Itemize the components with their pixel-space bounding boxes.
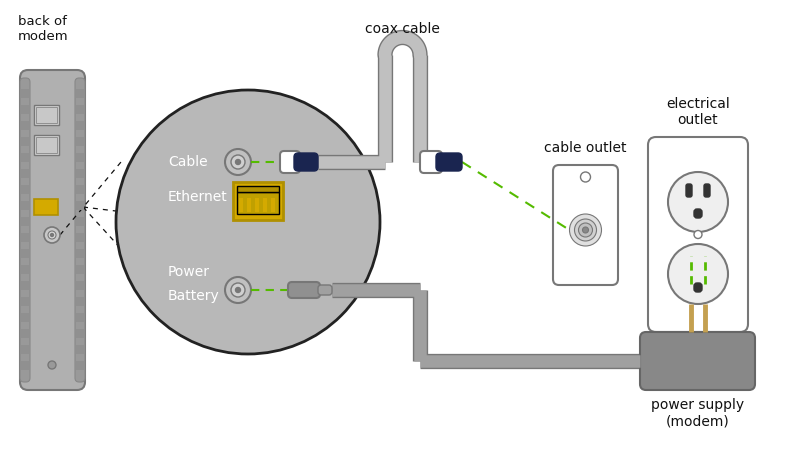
Text: power supply
(modem): power supply (modem) — [651, 398, 745, 428]
FancyBboxPatch shape — [20, 70, 85, 390]
Circle shape — [694, 230, 702, 238]
FancyBboxPatch shape — [237, 186, 279, 192]
Text: back of
modem: back of modem — [18, 15, 69, 43]
Bar — [76, 121, 84, 130]
Circle shape — [225, 149, 251, 175]
Bar — [21, 217, 29, 226]
FancyBboxPatch shape — [420, 151, 442, 173]
FancyBboxPatch shape — [288, 282, 320, 298]
Circle shape — [48, 361, 56, 369]
Circle shape — [50, 234, 54, 237]
Circle shape — [574, 219, 597, 241]
Text: Battery: Battery — [168, 289, 220, 303]
Circle shape — [235, 159, 241, 165]
Bar — [21, 361, 29, 370]
Text: electrical
outlet: electrical outlet — [666, 97, 730, 127]
Circle shape — [48, 231, 56, 239]
Bar — [255, 198, 259, 212]
FancyBboxPatch shape — [34, 199, 58, 215]
Bar — [76, 217, 84, 226]
Bar — [76, 201, 84, 210]
Bar — [21, 153, 29, 162]
Bar — [76, 233, 84, 242]
Text: cable outlet: cable outlet — [544, 141, 626, 155]
Bar — [76, 137, 84, 146]
FancyBboxPatch shape — [20, 78, 30, 382]
Bar — [247, 198, 251, 212]
Circle shape — [668, 244, 728, 304]
Bar — [21, 249, 29, 258]
Bar — [21, 297, 29, 306]
Bar — [21, 265, 29, 274]
Bar — [76, 89, 84, 98]
FancyBboxPatch shape — [233, 182, 283, 220]
Text: Power: Power — [168, 265, 210, 279]
Bar — [21, 345, 29, 354]
Circle shape — [44, 227, 60, 243]
Circle shape — [668, 172, 728, 232]
FancyBboxPatch shape — [686, 184, 692, 197]
FancyBboxPatch shape — [640, 332, 755, 390]
Circle shape — [116, 90, 380, 354]
Bar — [76, 313, 84, 322]
Bar — [76, 361, 84, 370]
FancyBboxPatch shape — [280, 151, 300, 173]
FancyBboxPatch shape — [237, 192, 279, 214]
Bar — [21, 313, 29, 322]
Circle shape — [231, 155, 245, 169]
Circle shape — [225, 277, 251, 303]
FancyBboxPatch shape — [36, 137, 57, 153]
FancyBboxPatch shape — [75, 78, 85, 382]
Bar — [76, 345, 84, 354]
Text: Cable: Cable — [168, 155, 208, 169]
Bar — [21, 169, 29, 178]
Text: Ethernet: Ethernet — [168, 190, 228, 204]
Bar — [271, 198, 275, 212]
Bar — [76, 329, 84, 338]
Circle shape — [235, 288, 241, 292]
FancyBboxPatch shape — [553, 165, 618, 285]
Bar — [21, 121, 29, 130]
FancyBboxPatch shape — [648, 137, 748, 332]
Bar — [76, 153, 84, 162]
Bar — [76, 169, 84, 178]
Bar — [76, 105, 84, 114]
Circle shape — [231, 283, 245, 297]
FancyBboxPatch shape — [694, 283, 702, 292]
FancyBboxPatch shape — [318, 285, 332, 295]
Bar — [21, 105, 29, 114]
Bar — [21, 329, 29, 338]
Bar — [76, 265, 84, 274]
FancyBboxPatch shape — [34, 105, 59, 125]
Bar — [239, 198, 243, 212]
Bar — [76, 185, 84, 194]
Bar — [21, 201, 29, 210]
Bar — [21, 233, 29, 242]
Bar — [21, 281, 29, 290]
Circle shape — [582, 227, 589, 233]
Circle shape — [581, 172, 590, 182]
Bar — [21, 137, 29, 146]
Bar — [76, 281, 84, 290]
Bar — [76, 249, 84, 258]
FancyBboxPatch shape — [704, 184, 710, 197]
FancyBboxPatch shape — [694, 209, 702, 218]
Circle shape — [570, 214, 602, 246]
Bar — [263, 198, 267, 212]
FancyBboxPatch shape — [294, 153, 318, 171]
Text: coax cable: coax cable — [365, 22, 440, 36]
Bar — [21, 185, 29, 194]
FancyBboxPatch shape — [34, 135, 59, 155]
Circle shape — [578, 223, 593, 237]
FancyBboxPatch shape — [436, 153, 462, 171]
FancyBboxPatch shape — [36, 107, 57, 123]
Bar — [76, 297, 84, 306]
Bar — [21, 89, 29, 98]
